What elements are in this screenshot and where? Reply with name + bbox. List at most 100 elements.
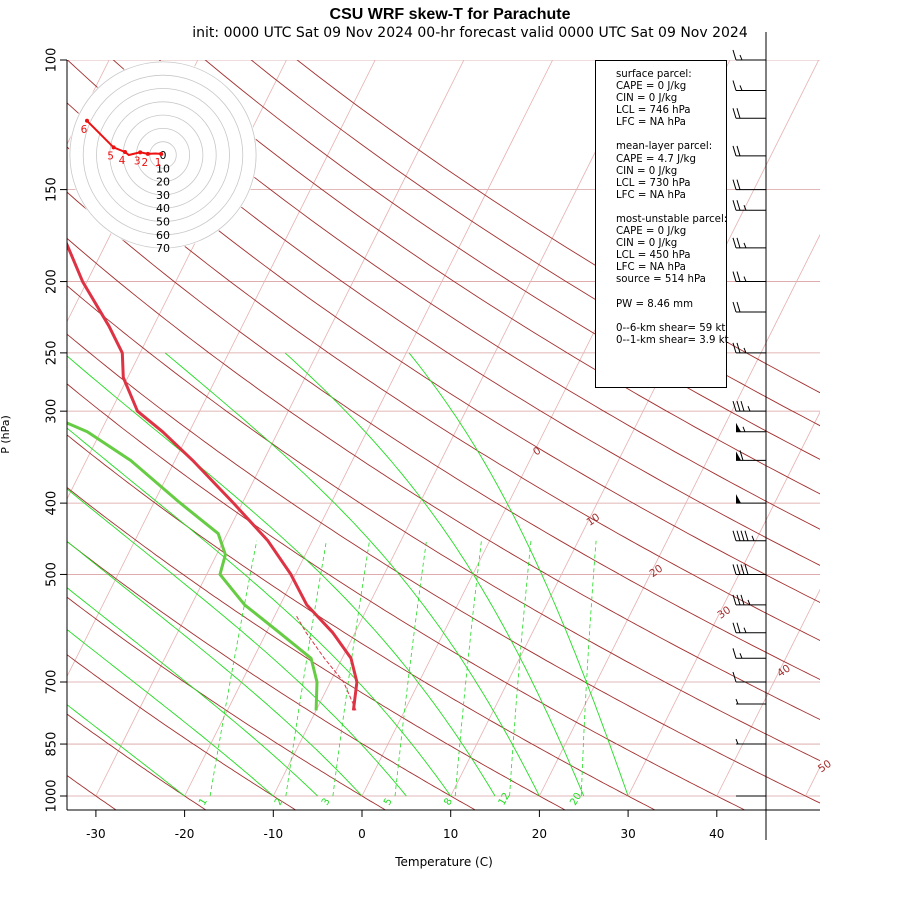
info-line: CIN = 0 J/kg [616,165,678,177]
wind-barb-flag [736,179,741,190]
wind-barb-flag [744,530,749,541]
wind-barb-flag [736,301,741,313]
isotherm [450,60,820,797]
isotherm [95,60,465,797]
info-line: LFC = NA hPa [616,189,686,201]
dry-adiabat [67,333,820,804]
isotherm [716,588,820,797]
isotherm-label: 10 [584,511,602,529]
dry-adiabat [67,713,207,810]
info-line: 0--1-km shear= 3.9 kt [616,334,729,346]
info-line: LFC = NA hPa [616,262,686,274]
precipitable-water: PW = 8.46 mm [616,298,693,310]
info-line: CAPE = 0 J/kg [616,226,687,238]
wind-barb-flag [740,564,745,575]
most-unstable-parcel-block: most-unstable parcel: CAPE = 0 J/kg CIN … [616,213,728,287]
mixing-ratio-line [285,540,327,797]
x-tick-label: 10 [443,827,458,841]
hodograph-point-label: 5 [107,150,114,162]
info-line: LCL = 746 hPa [616,105,691,117]
hodograph-point-label: 6 [81,124,88,136]
wind-barb-flag [740,530,745,541]
wind-barb-flag [732,648,737,659]
wind-barb-flag [732,594,737,606]
wind-barb-flag [736,564,741,575]
y-tick-label: 500 [45,562,60,587]
hodograph-ring [122,114,204,196]
wind-barb-flag [736,622,741,633]
wind-barb-half-flag [743,242,747,249]
wind-barb-flag [732,564,737,575]
hodograph-ring [69,61,257,249]
info-line: CIN = 0 J/kg [616,238,678,250]
dry-adiabat [67,191,820,680]
mixing-ratio-line [580,540,597,797]
wind-barb-pennant [736,422,741,432]
wind-barb-half-flag [743,276,747,282]
surface-parcel-block: surface parcel: CAPE = 0 J/kg CIN = 0 J/… [616,69,726,129]
moist-adiabat [164,352,540,797]
info-line: 0--6-km shear= 59 kt [616,322,726,334]
profiles [67,241,359,711]
hodograph-ring [135,127,190,182]
x-tick-label: 20 [532,827,547,841]
wind-barbs [732,32,767,840]
hodograph-ring [149,141,177,169]
info-line: LFC = NA hPa [616,117,686,129]
info-line: CAPE = 0 J/kg [616,81,687,93]
wind-barb-flag [736,145,741,157]
wind-barb-flag [736,237,741,249]
y-tick-label: 200 [45,269,60,294]
hodograph-ring [96,88,230,222]
moist-adiabat [67,355,496,797]
dry-adiabat [158,60,820,495]
info-line: mean-layer parcel: [616,141,713,153]
x-tick-label: 30 [620,827,635,841]
wind-barb-flag [732,237,737,249]
hodograph-point [111,145,116,150]
wind-barb-flag [732,145,737,157]
wind-barb-half-flag [739,653,743,659]
wind-barb-half-flag [739,54,743,61]
y-tick-label: 250 [45,340,60,365]
wind-barb-half-flag [743,347,747,354]
dewpoint-profile [67,421,319,711]
isotherm [627,411,820,797]
mixing-ratio-label: 20 [568,791,584,808]
dry-adiabat [67,540,477,810]
info-line: most-unstable parcel: [616,213,728,225]
background-grid [67,60,820,810]
shear-block: 0--6-km shear= 59 kt 0--1-km shear= 3.9 … [616,322,729,347]
dry-adiabat [67,434,656,810]
wind-barb-flag [736,342,741,354]
wind-barb-pennant [736,494,741,504]
isotherm-label: 30 [715,604,733,622]
dry-adiabat [67,60,820,566]
parcel-trace [296,616,357,711]
moist-adiabat [67,427,452,797]
mean-layer-parcel-block: mean-layer parcel: CAPE = 4.7 J/kg CIN =… [616,141,726,201]
hodograph-point [85,118,89,123]
dry-adiabat [204,60,820,460]
dry-adiabat [67,237,820,721]
moist-adiabat [67,628,274,797]
y-tick-label: 150 [45,177,60,202]
mixing-ratio-line [454,540,482,797]
moist-adiabat [67,704,185,797]
info-line: source = 514 hPa [616,274,706,286]
x-axis-label: Temperature (C) [395,855,493,869]
wind-barb-flag [736,530,741,541]
isotherm [805,766,820,797]
dry-adiabat [67,654,297,810]
dry-adiabat [67,596,387,810]
hodograph-point-label: 1 [155,157,162,169]
y-tick-label: 850 [45,732,60,757]
hodograph-point-label: 4 [119,155,126,167]
wind-barb-flag [736,594,741,606]
isotherm-label: 0 [531,445,543,459]
x-tick-label: -30 [86,827,106,841]
y-tick-label: 300 [45,399,60,424]
hodograph-point [145,151,150,156]
mixing-ratio-label: 12 [497,791,513,808]
hodograph-point [138,150,143,155]
